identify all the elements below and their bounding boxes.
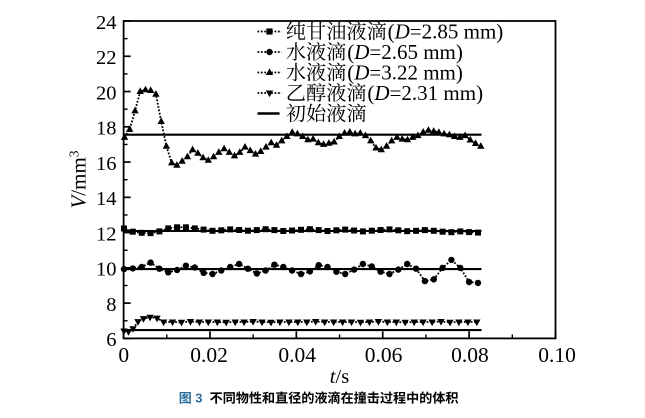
svg-text:3: 3: [195, 391, 202, 406]
svg-text:0.06: 0.06: [365, 343, 403, 367]
svg-text:0.08: 0.08: [451, 343, 489, 367]
svg-text:(D=3.22 mm): (D=3.22 mm): [347, 61, 463, 85]
svg-text:24: 24: [96, 12, 117, 34]
svg-text:22: 22: [96, 47, 117, 69]
svg-text:8: 8: [106, 294, 116, 316]
svg-text:V/mm3: V/mm3: [67, 150, 91, 208]
svg-text:0: 0: [118, 343, 129, 367]
svg-text:t/s: t/s: [330, 366, 349, 388]
svg-text:14: 14: [96, 188, 117, 210]
svg-text:16: 16: [96, 153, 117, 175]
svg-text:12: 12: [96, 223, 117, 245]
svg-text:(D=2.65 mm): (D=2.65 mm): [347, 40, 463, 64]
svg-text:0.10: 0.10: [538, 343, 576, 367]
svg-text:0.02: 0.02: [190, 343, 228, 367]
svg-text:0.04: 0.04: [278, 343, 316, 367]
svg-text:18: 18: [96, 118, 117, 140]
svg-text:6: 6: [106, 329, 116, 351]
svg-text:(D=2.31 mm): (D=2.31 mm): [367, 81, 483, 105]
svg-text:10: 10: [96, 259, 117, 281]
svg-text:(D=2.85 mm): (D=2.85 mm): [388, 20, 504, 44]
svg-text:20: 20: [96, 82, 117, 104]
